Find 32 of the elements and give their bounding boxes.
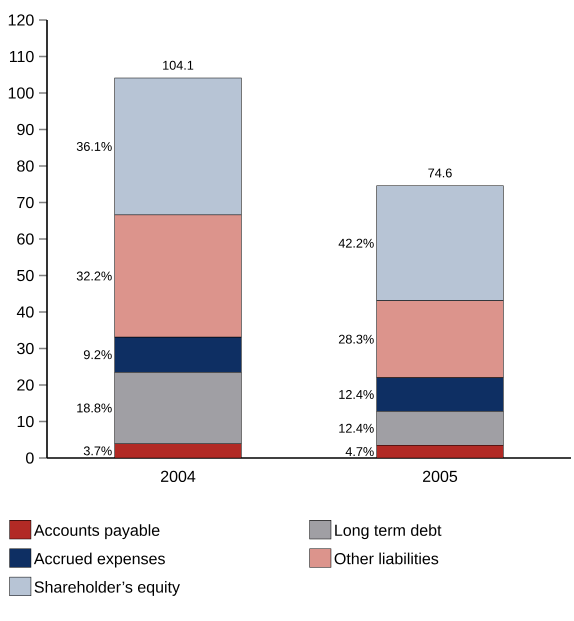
annotation: 3.7% [84, 446, 112, 456]
legend-label: Long term debt [335, 524, 442, 540]
y-tick-label: 120 [8, 14, 34, 26]
annotation: 12.4% [339, 390, 374, 399]
y-tick-label: 100 [8, 87, 34, 99]
x-tick-label: 2005 [422, 470, 458, 482]
y-tick-label: 10 [18, 416, 34, 428]
legend-label: Accounts payable [34, 524, 160, 540]
y-tick-label: 50 [17, 270, 34, 282]
annotation: 32.2% [76, 272, 112, 281]
annotation: 12.4% [339, 424, 374, 433]
y-tick-label: 80 [17, 160, 34, 172]
y-tick-label: 0 [26, 452, 34, 464]
legend-label: Accrued expenses [34, 552, 165, 568]
annotation: 18.8% [77, 404, 112, 412]
y-tick-label: 30 [17, 342, 34, 354]
y-tick-label: 60 [17, 233, 34, 245]
legend-label: Shareholder’s equity [34, 580, 180, 596]
y-tick-label: 20 [17, 379, 34, 391]
y-tick-label: 40 [16, 306, 34, 318]
annotation: 36.1% [76, 142, 112, 151]
legend-label: Other liabilities [334, 552, 438, 564]
annotation: 28.3% [338, 334, 374, 344]
y-tick-label: 90 [17, 124, 34, 136]
x-tick-label: 2004 [160, 470, 196, 482]
total-label: 74.6 [428, 168, 452, 178]
y-tick-label: 70 [17, 196, 34, 208]
annotation: 4.7% [346, 447, 374, 456]
annotation: 42.2% [338, 238, 374, 248]
y-tick-label: 110 [10, 50, 34, 62]
annotation: 9.2% [84, 350, 112, 360]
total-label: 104.1 [163, 60, 194, 70]
